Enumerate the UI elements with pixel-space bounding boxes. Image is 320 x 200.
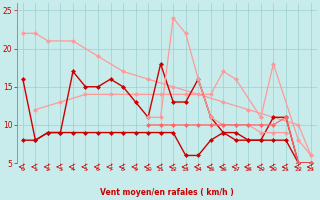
X-axis label: Vent moyen/en rafales ( km/h ): Vent moyen/en rafales ( km/h )	[100, 188, 234, 197]
